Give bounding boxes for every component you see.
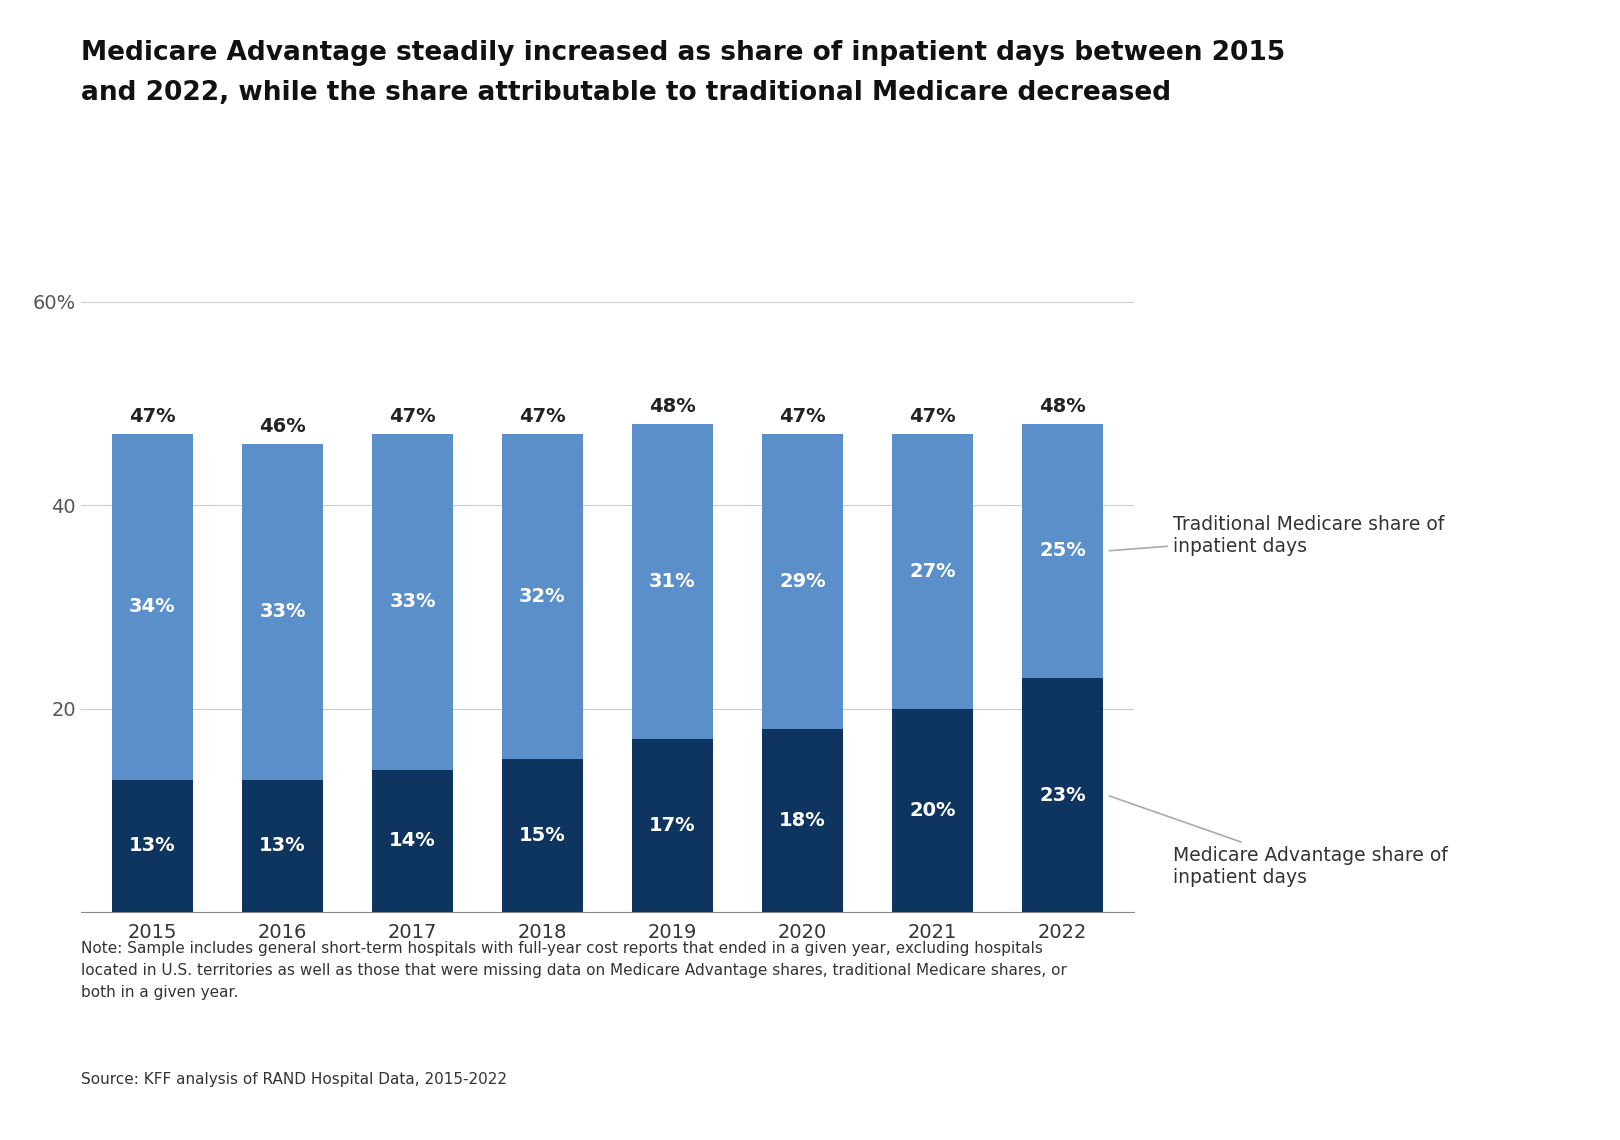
Bar	[761, 728, 842, 912]
Text: 47%: 47%	[389, 407, 436, 425]
Bar	[112, 434, 193, 780]
Text: 31%: 31%	[650, 572, 697, 591]
Text: Source: KFF analysis of RAND Hospital Data, 2015-2022: Source: KFF analysis of RAND Hospital Da…	[81, 1072, 507, 1086]
Text: 23%: 23%	[1038, 785, 1085, 805]
Bar	[502, 434, 583, 759]
Bar	[761, 434, 842, 728]
Bar	[632, 424, 713, 739]
Text: 17%: 17%	[650, 816, 697, 834]
Text: 13%: 13%	[130, 837, 177, 855]
Text: and 2022, while the share attributable to traditional Medicare decreased: and 2022, while the share attributable t…	[81, 80, 1171, 106]
Text: 14%: 14%	[389, 831, 436, 850]
Text: 25%: 25%	[1038, 542, 1085, 561]
Text: 34%: 34%	[130, 597, 177, 617]
Text: Traditional Medicare share of
inpatient days: Traditional Medicare share of inpatient …	[1110, 515, 1445, 556]
Bar	[1022, 424, 1103, 678]
Text: 47%: 47%	[130, 407, 177, 425]
Bar	[893, 709, 972, 912]
Text: 29%: 29%	[779, 572, 826, 591]
Bar	[243, 445, 322, 780]
Bar	[632, 739, 713, 912]
Text: Medicare Advantage steadily increased as share of inpatient days between 2015: Medicare Advantage steadily increased as…	[81, 40, 1285, 66]
Text: 46%: 46%	[259, 417, 306, 435]
Bar	[893, 434, 972, 709]
Text: 47%: 47%	[779, 407, 826, 425]
Bar	[243, 780, 322, 912]
Text: 48%: 48%	[1038, 397, 1085, 416]
Text: 33%: 33%	[389, 593, 436, 611]
Text: 48%: 48%	[650, 397, 697, 416]
Text: 27%: 27%	[909, 562, 956, 580]
Text: Medicare Advantage share of
inpatient days: Medicare Advantage share of inpatient da…	[1110, 796, 1448, 887]
Bar	[373, 770, 454, 912]
Text: 32%: 32%	[518, 587, 565, 606]
Bar	[1022, 678, 1103, 912]
Bar	[112, 780, 193, 912]
Text: 47%: 47%	[909, 407, 956, 425]
Text: 18%: 18%	[779, 811, 826, 830]
Text: 33%: 33%	[259, 602, 306, 621]
Text: 20%: 20%	[909, 800, 956, 820]
Text: Note: Sample includes general short-term hospitals with full-year cost reports t: Note: Sample includes general short-term…	[81, 940, 1068, 1000]
Text: 47%: 47%	[518, 407, 565, 425]
Bar	[373, 434, 454, 770]
Text: 13%: 13%	[259, 837, 306, 855]
Text: 15%: 15%	[518, 826, 565, 845]
Bar	[502, 759, 583, 912]
